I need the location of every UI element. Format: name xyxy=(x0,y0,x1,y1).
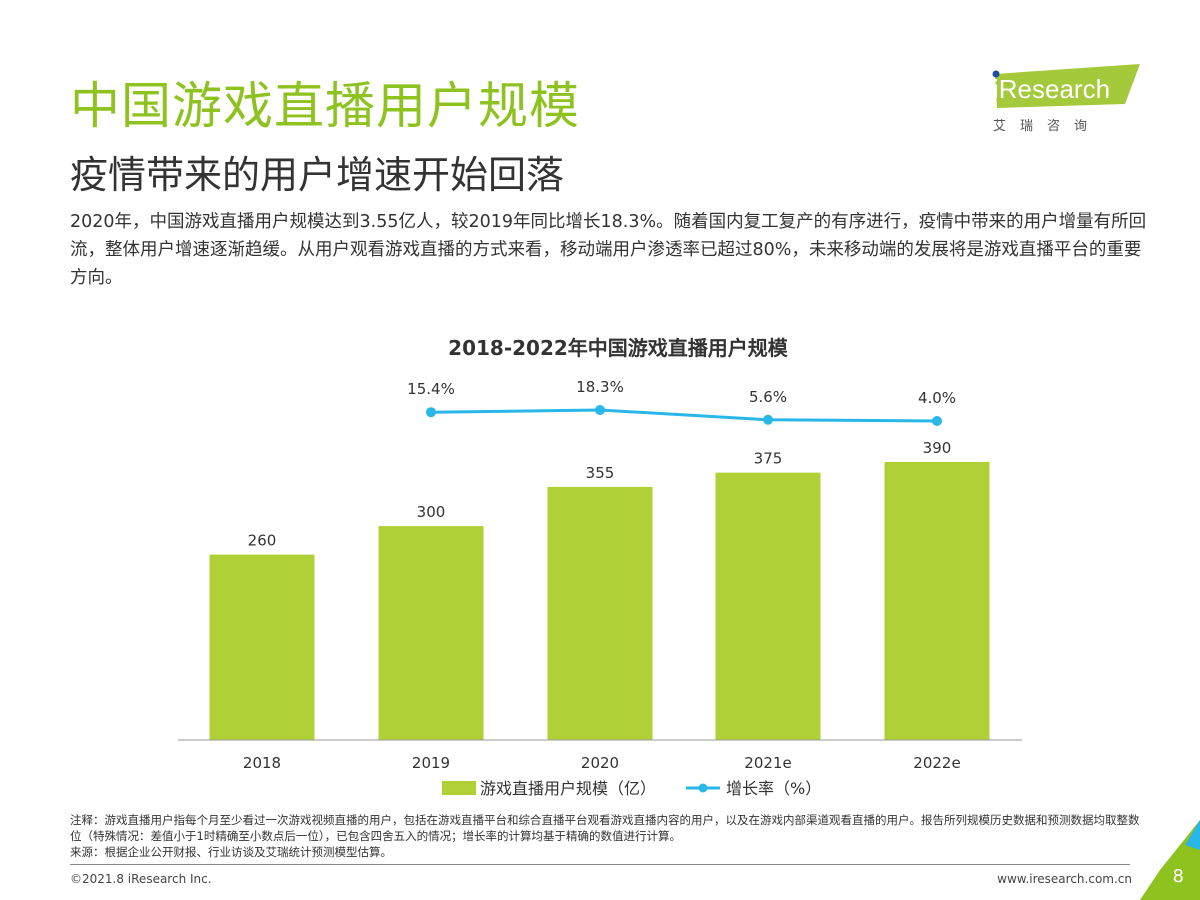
legend: 游戏直播用户规模（亿） 增长率（%） xyxy=(442,779,821,798)
bar-label: 390 xyxy=(923,439,952,457)
copyright: ©2021.8 iResearch Inc. xyxy=(70,872,212,886)
legend-bar-label: 游戏直播用户规模（亿） xyxy=(480,779,656,798)
growth-point xyxy=(426,407,436,418)
corner-decoration xyxy=(1140,820,1200,900)
svg-text:iResearch: iResearch xyxy=(993,74,1110,104)
growth-line xyxy=(430,408,938,423)
x-tick-label: 2022e xyxy=(913,754,960,772)
legend-line-label: 增长率（%） xyxy=(726,779,821,798)
x-tick-label: 2020 xyxy=(581,754,619,772)
chart: 2018-2022年中国游戏直播用户规模 260 300 355 375 390 201… xyxy=(178,336,1022,798)
growth-point xyxy=(932,416,942,426)
growth-point xyxy=(595,404,605,415)
divider xyxy=(70,864,1130,865)
website-link[interactable]: www.iresearch.com.cn xyxy=(997,872,1132,886)
legend-bar-swatch xyxy=(442,781,476,795)
bar-2021e xyxy=(715,472,821,740)
description: 2020年，中国游戏直播用户规模达到3.55亿人，较2019年同比增长18.3%… xyxy=(70,212,1147,288)
page-number: 8 xyxy=(1172,866,1184,887)
chart-title: 2018-2022年中国游戏直播用户规模 xyxy=(448,336,789,360)
legend-line-marker xyxy=(698,783,708,793)
growth-label: 15.4% xyxy=(407,380,455,398)
bar-2022e xyxy=(884,461,990,740)
growth-label: 5.6% xyxy=(749,388,787,406)
source-text: 来源：根据企业公开财报、行业访谈及艾瑞统计预测模型估算。 xyxy=(70,845,392,859)
growth-point xyxy=(763,414,773,425)
bar-2018 xyxy=(209,554,315,740)
footnote: 注释：游戏直播用户指每个月至少看过一次游戏视频直播的用户，包括在游戏直播平台和综… xyxy=(70,812,1150,860)
growth-label: 4.0% xyxy=(918,389,956,407)
x-tick-label: 2021e xyxy=(744,754,791,772)
svg-text:艾瑞咨询: 艾瑞咨询 xyxy=(993,119,1101,134)
iresearch-logo: iResearch 艾瑞咨询 xyxy=(992,64,1140,134)
x-tick-label: 2019 xyxy=(412,754,450,772)
bar-2019 xyxy=(378,526,484,740)
bar-label: 375 xyxy=(754,450,783,468)
note-text: 注释：游戏直播用户指每个月至少看过一次游戏视频直播的用户，包括在游戏直播平台和综… xyxy=(70,813,1140,843)
page-title: 中国游戏直播用户规模 xyxy=(70,77,580,135)
x-tick-label: 2018 xyxy=(243,754,281,772)
bar-2020 xyxy=(547,486,653,740)
growth-label: 18.3% xyxy=(576,378,624,396)
bar-label: 260 xyxy=(248,532,277,550)
page-subtitle: 疫情带来的用户增速开始回落 xyxy=(70,153,565,197)
bar-label: 300 xyxy=(417,503,446,521)
bar-label: 355 xyxy=(586,464,615,482)
